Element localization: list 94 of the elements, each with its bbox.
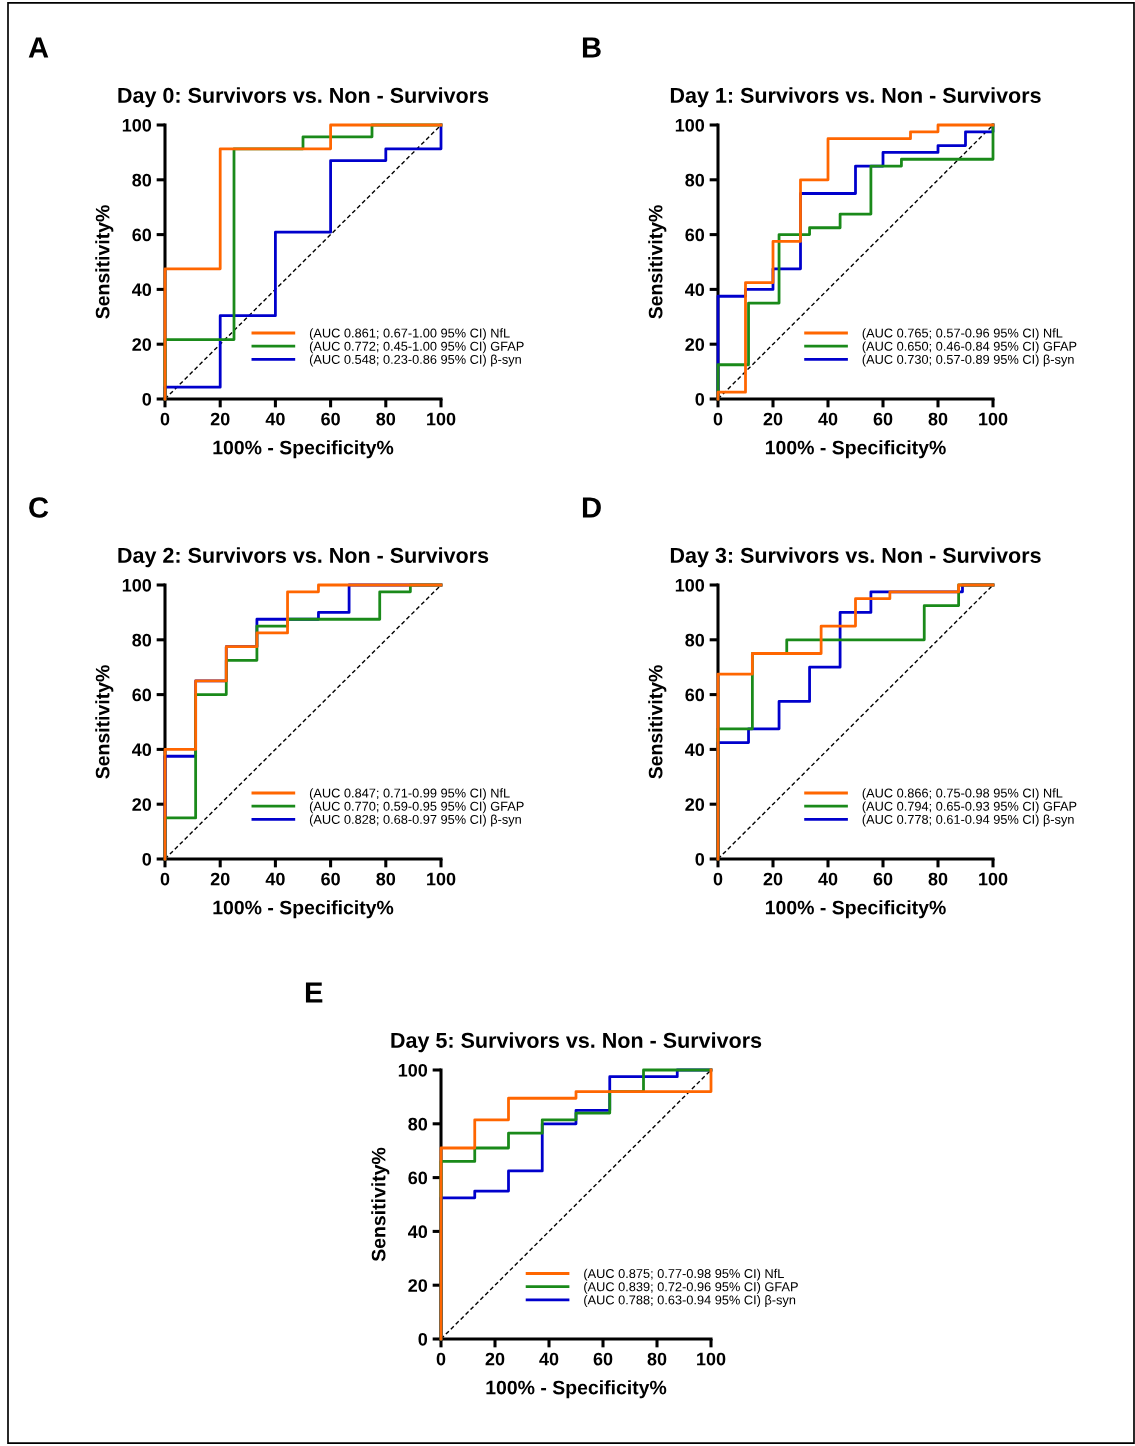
y-tick-label: 20: [132, 338, 152, 351]
y-tick-label: 100: [398, 1063, 428, 1077]
y-tick-label: 60: [685, 688, 705, 702]
text: B: [582, 37, 601, 58]
x-tick-label: 100: [979, 412, 1008, 426]
x-tick-label: 0: [713, 412, 723, 426]
x-tick-label: 40: [265, 872, 285, 886]
x-tick-label: 40: [265, 412, 285, 426]
x-tick-label: 60: [873, 872, 893, 886]
y-tick-label: 80: [132, 173, 152, 187]
x-tick-label: 100: [979, 872, 1008, 886]
y-tick-label: 40: [408, 1225, 428, 1239]
y-axis-title: Sensitivity%: [95, 205, 114, 319]
legend-label: (AUC 0.828; 0.68-0.97 95% CI) β-syn: [309, 814, 521, 827]
x-tick-label: 60: [321, 412, 340, 426]
legend-label: (AUC 0.772; 0.45-1.00 95% CI) GFAP: [309, 341, 524, 354]
x-tick-label: 0: [436, 1352, 446, 1366]
y-axis-title: Sensitivity%: [648, 665, 667, 779]
y-axis-title: Sensitivity%: [648, 205, 667, 319]
legend-label: (AUC 0.861; 0.67-1.00 95% CI) NfL: [309, 328, 510, 341]
y-tick-label: 20: [408, 1279, 428, 1292]
x-tick-label: 20: [210, 412, 230, 426]
y-tick-label: 20: [685, 798, 705, 811]
y-tick-label: 0: [418, 1332, 428, 1346]
y-tick-label: 0: [142, 392, 152, 406]
text: E: [305, 982, 323, 1003]
x-tick-label: 80: [928, 412, 948, 426]
legend-label: (AUC 0.847; 0.71-0.99 95% CI) NfL: [309, 788, 510, 801]
y-tick-label: 100: [122, 578, 152, 592]
y-tick-label: 60: [408, 1171, 428, 1185]
y-axis-title: Sensitivity%: [371, 1147, 390, 1262]
legend-label: (AUC 0.794; 0.65-0.93 95% CI) GFAP: [862, 801, 1077, 814]
legend-label: (AUC 0.765; 0.57-0.96 95% CI) NfL: [862, 328, 1063, 341]
x-tick-label: 0: [160, 872, 170, 886]
x-tick-label: 80: [376, 412, 396, 426]
y-axis-title: Sensitivity%: [95, 665, 114, 779]
y-tick-label: 80: [685, 173, 705, 187]
x-tick-label: 60: [593, 1352, 613, 1366]
x-tick-label: 40: [539, 1352, 559, 1366]
legend-label: (AUC 0.650; 0.46-0.84 95% CI) GFAP: [862, 341, 1077, 354]
text: D: [582, 497, 601, 518]
chart-title: Day 1: Survivors vs. Non - Survivors: [670, 87, 1041, 108]
legend-label: (AUC 0.866; 0.75-0.98 95% CI) NfL: [862, 788, 1063, 801]
chart-title: Day 2: Survivors vs. Non - Survivors: [118, 547, 489, 568]
y-tick-label: 40: [685, 283, 705, 297]
legend-label: (AUC 0.788; 0.63-0.94 95% CI) β-syn: [584, 1295, 796, 1307]
x-axis-title: 100% - Specificity%: [765, 900, 946, 919]
x-tick-label: 20: [763, 412, 783, 426]
x-tick-label: 20: [763, 872, 783, 886]
x-tick-label: 100: [427, 412, 456, 426]
x-tick-label: 0: [160, 412, 170, 426]
chart-title: Day 5: Survivors vs. Non - Survivors: [391, 1032, 762, 1053]
legend-label: (AUC 0.875; 0.77-0.98 95% CI) NfL: [584, 1268, 784, 1281]
y-tick-label: 40: [132, 283, 152, 297]
y-tick-label: 80: [408, 1117, 428, 1131]
x-tick-label: 80: [928, 872, 948, 886]
y-tick-label: 0: [695, 852, 705, 866]
x-tick-label: 40: [818, 412, 838, 426]
x-axis-title: 100% - Specificity%: [765, 440, 946, 459]
text: A: [28, 37, 49, 58]
x-tick-label: 60: [321, 872, 340, 886]
x-axis-title: 100% - Specificity%: [213, 440, 394, 459]
x-axis-title: 100% - Specificity%: [486, 1380, 667, 1399]
x-tick-label: 20: [210, 872, 230, 886]
y-tick-label: 100: [122, 118, 152, 132]
x-tick-label: 60: [873, 412, 893, 426]
y-tick-label: 60: [132, 228, 152, 242]
x-tick-label: 20: [485, 1352, 505, 1366]
y-tick-label: 80: [685, 633, 705, 647]
y-tick-label: 100: [675, 118, 705, 132]
x-tick-label: 80: [647, 1352, 667, 1366]
y-tick-label: 60: [685, 228, 705, 242]
x-tick-label: 40: [818, 872, 838, 886]
y-tick-label: 0: [695, 392, 705, 406]
y-tick-label: 80: [132, 633, 152, 647]
x-tick-label: 80: [376, 872, 396, 886]
y-tick-label: 0: [142, 852, 152, 866]
legend-label: (AUC 0.839; 0.72-0.96 95% CI) GFAP: [584, 1281, 798, 1294]
legend-label: (AUC 0.548; 0.23-0.86 95% CI) β-syn: [309, 354, 521, 367]
legend-label: (AUC 0.778; 0.61-0.94 95% CI) β-syn: [862, 814, 1074, 827]
x-tick-label: 0: [713, 872, 723, 886]
y-tick-label: 100: [675, 578, 705, 592]
x-axis-title: 100% - Specificity%: [213, 900, 394, 919]
y-tick-label: 20: [132, 798, 152, 811]
chart-title: Day 3: Survivors vs. Non - Survivors: [670, 547, 1041, 568]
legend-label: (AUC 0.730; 0.57-0.89 95% CI) β-syn: [862, 354, 1074, 367]
text: C: [29, 497, 49, 518]
legend-label: (AUC 0.770; 0.59-0.95 95% CI) GFAP: [309, 801, 524, 814]
y-tick-label: 60: [132, 688, 152, 702]
chart-title: Day 0: Survivors vs. Non - Survivors: [118, 87, 489, 108]
x-tick-label: 100: [427, 872, 456, 886]
y-tick-label: 40: [685, 743, 705, 757]
y-tick-label: 20: [685, 338, 705, 351]
y-tick-label: 40: [132, 743, 152, 757]
